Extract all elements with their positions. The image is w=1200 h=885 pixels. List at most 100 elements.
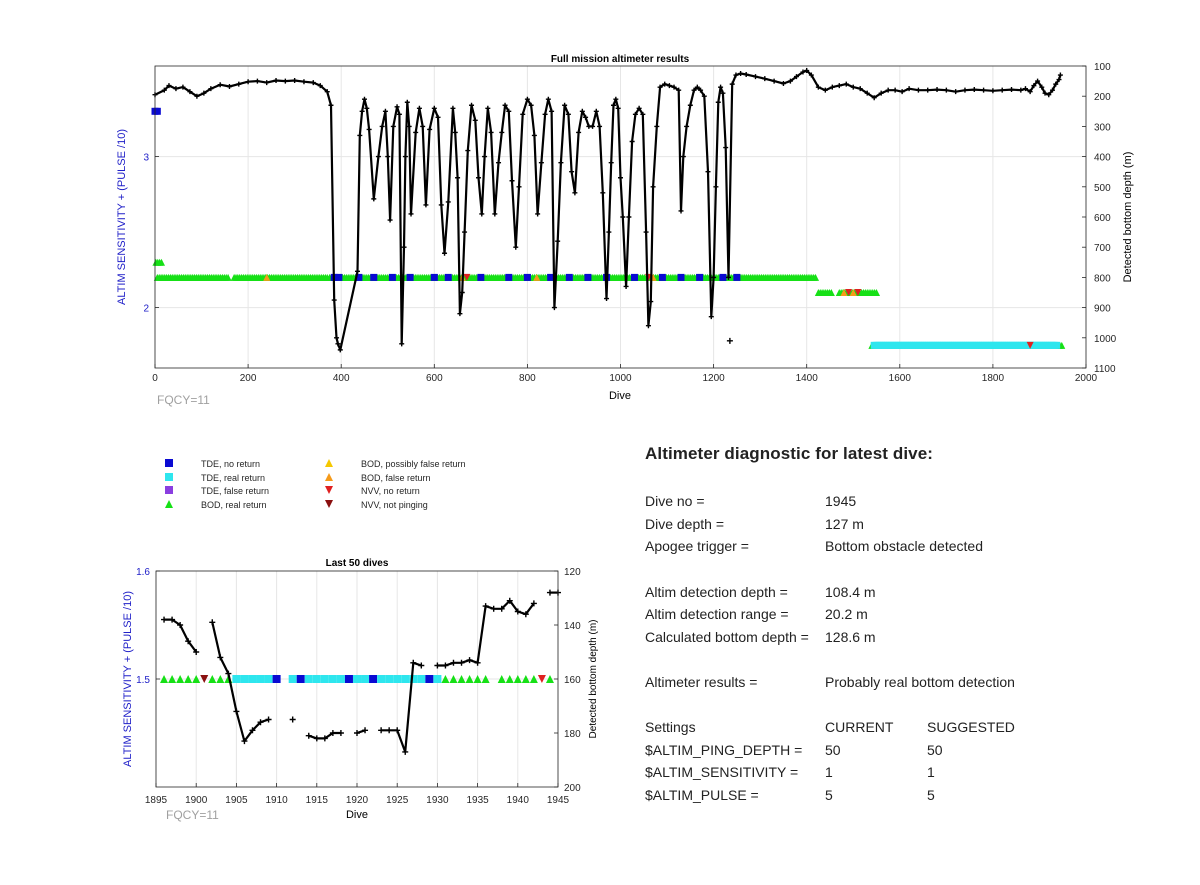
top-ticks: 0 200 400 600 800 1000 1200 1400 1600 1800 2000 2 3 1… — [143, 62, 1116, 384]
top-depth-point — [472, 117, 478, 123]
top-setting-marker — [444, 273, 452, 281]
top-setting-marker — [477, 273, 485, 281]
top-depth-point — [482, 154, 488, 160]
setting-row: $ALTIM_SENSITIVITY = 1 1 — [645, 761, 1165, 784]
top-depth-point — [850, 84, 856, 90]
top-depth-point — [1053, 81, 1059, 87]
top-depth-point — [545, 96, 551, 102]
top-depth-point — [899, 89, 905, 95]
top-depth-point — [485, 105, 491, 111]
top-depth-point — [399, 341, 405, 347]
top-depth-point — [513, 244, 519, 250]
bottom-depth-point — [354, 730, 360, 736]
top-depth-point — [194, 93, 200, 99]
bottom-setting-marker — [256, 675, 265, 683]
bottom-setting-marker — [377, 675, 386, 683]
diagnostic-panel: Altimeter diagnostic for latest dive: Di… — [645, 444, 1165, 806]
bottom-x-tick-label: 1940 — [507, 795, 530, 806]
top-setting-marker — [854, 289, 862, 296]
top-depth-point — [423, 202, 429, 208]
top-depth-point — [538, 160, 544, 166]
top-setting-marker — [388, 273, 396, 281]
top-depth-point — [310, 80, 316, 86]
top-depth-point — [161, 87, 167, 93]
bottom-setting-marker — [288, 675, 297, 683]
bottom-setting-marker — [385, 675, 394, 683]
top-depth-point — [1027, 89, 1033, 95]
bottom-depth-point — [418, 662, 425, 669]
top-setting-marker — [153, 107, 161, 115]
top-x-tick-label: 800 — [519, 373, 536, 384]
bottom-setting-marker — [216, 675, 225, 683]
top-depth-point — [408, 211, 414, 217]
top-depth-point — [496, 160, 502, 166]
bottom-depth-point — [337, 730, 344, 736]
top-depth-point — [590, 123, 596, 129]
top-depth-point — [528, 102, 534, 108]
setting-row: $ALTIM_PING_DEPTH = 50 50 — [645, 739, 1165, 762]
top-depth-point — [906, 86, 912, 92]
setting-current: 1 — [825, 764, 833, 781]
top-x-tick-label: 1000 — [609, 373, 632, 384]
apogee-value: Bottom obstacle detected — [825, 538, 983, 555]
setting-name: $ALTIM_SENSITIVITY = — [645, 764, 799, 781]
bottom-depth-point — [241, 738, 248, 745]
top-depth-point — [694, 84, 700, 90]
bottom-setting-marker — [200, 675, 209, 683]
top-depth-point — [317, 83, 323, 89]
top-depth-point — [684, 123, 690, 129]
top-depth-point — [187, 89, 193, 95]
bottom-setting-marker — [208, 675, 217, 683]
top-left-tick-label: 3 — [143, 153, 149, 164]
top-right-tick-label: 500 — [1094, 183, 1111, 194]
bottom-x-tick-label: 1915 — [306, 795, 329, 806]
bottom-depth-point — [209, 619, 216, 626]
top-depth-point — [715, 99, 721, 105]
top-depth-point — [725, 274, 731, 280]
legend-label: BOD, false return — [361, 473, 431, 483]
legend-label: TDE, no return — [201, 459, 260, 469]
bottom-depth-line — [211, 622, 269, 743]
top-setting-marker — [677, 273, 685, 281]
top-depth-point — [401, 244, 407, 250]
bottom-depth-point — [402, 748, 409, 755]
top-setting-marker — [224, 273, 232, 281]
top-setting-marker — [584, 273, 592, 281]
settings-header-row: Settings CURRENT SUGGESTED — [645, 716, 1165, 739]
top-depth-point — [465, 148, 471, 154]
bottom-setting-marker — [320, 675, 329, 683]
bottom-depth-point — [321, 735, 328, 742]
top-setting-marker — [812, 273, 820, 281]
bottom-depth-point — [249, 727, 256, 734]
detection-range-row: Altim detection range = 20.2 m — [645, 603, 1165, 626]
setting-suggested: 5 — [927, 787, 935, 804]
top-depth-point — [236, 81, 242, 87]
top-depth-point — [1049, 87, 1055, 93]
legend-label: TDE, real return — [201, 473, 265, 483]
top-depth-point — [406, 123, 412, 129]
setting-row: $ALTIM_PULSE = 5 5 — [645, 784, 1165, 807]
top-depth-point — [431, 105, 437, 111]
top-depth-point — [1022, 86, 1028, 92]
bottom-right-axis-label: Detected bottom depth (m) — [588, 620, 599, 739]
setting-current: 50 — [825, 741, 841, 758]
bottom-x-tick-label: 1895 — [145, 795, 168, 806]
top-depth-point — [611, 102, 617, 108]
top-depth-point — [396, 111, 402, 117]
top-depth-point — [676, 87, 682, 93]
top-depth-point — [871, 95, 877, 101]
diagnostic-title: Altimeter diagnostic for latest dive: — [645, 444, 934, 463]
top-depth-point — [962, 87, 968, 93]
calculated-depth-row: Calculated bottom depth = 128.6 m — [645, 626, 1165, 649]
top-right-tick-label: 200 — [1094, 92, 1111, 103]
top-depth-point — [654, 123, 660, 129]
top-depth-point — [364, 105, 370, 111]
bottom-setting-marker — [264, 675, 273, 683]
bottom-depth-point — [490, 605, 497, 612]
bottom-setting-marker — [473, 675, 482, 683]
top-right-tick-label: 300 — [1094, 122, 1111, 133]
bottom-depth-point — [265, 716, 272, 723]
top-depth-point — [606, 229, 612, 235]
bottom-depth-point — [506, 597, 513, 604]
top-depth-point — [836, 83, 842, 89]
